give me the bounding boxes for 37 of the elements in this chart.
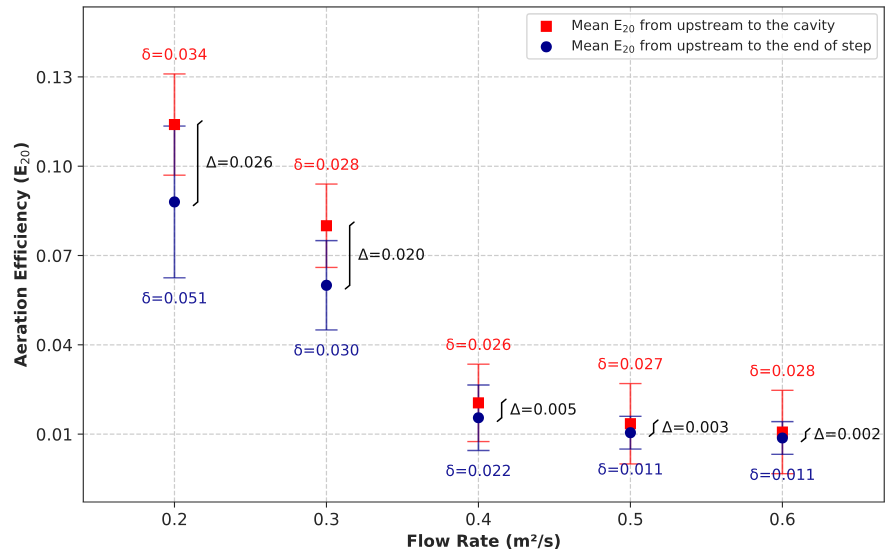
annotation: δ=0.028 [750,364,814,376]
annotation: Δ=0.003 [662,421,728,433]
annotation: Δ=0.002 [814,428,880,440]
x-tick-label: 0.5 [618,512,642,526]
point [624,427,636,438]
annotation: δ=0.034 [142,48,207,60]
point [472,412,484,424]
x-axis-title: Flow Rate (m²/s) [408,534,560,549]
point [168,118,180,130]
x-tick-label: 0.4 [466,512,491,526]
y-tick-label: 0.13 [36,70,72,84]
x-tick-label: 0.2 [162,512,186,526]
y-axis-title: Aeration Efficiency (E$_{20}$) [14,143,30,368]
annotation: δ=0.026 [446,338,510,350]
point [472,397,484,408]
annotation: δ=0.027 [598,358,662,370]
annotation: δ=0.011 [750,468,814,480]
point [320,220,332,232]
y-tick-label: 0.07 [36,249,72,262]
y-tick-label: 0.10 [36,160,72,173]
annotation: δ=0.011 [598,463,662,475]
legend-label: Mean E$_{20}$ from upstream to the end of step [572,40,871,54]
point [168,196,180,208]
annotation: Δ=0.020 [358,248,424,260]
x-tick-label: 0.6 [770,512,795,526]
legend-label: Mean E$_{20}$ from upstream to the cavity [572,19,835,33]
annotation: Δ=0.005 [510,403,576,415]
x-tick-label: 0.3 [314,512,338,526]
annotation: δ=0.051 [142,292,206,304]
annotation: δ=0.030 [294,344,358,356]
y-tick-label: 0.01 [36,428,72,441]
annotation: Δ=0.026 [206,156,272,168]
point [320,280,332,291]
point [776,432,788,444]
y-tick-label: 0.04 [36,338,72,352]
annotation: δ=0.022 [446,464,510,476]
annotation: δ=0.028 [294,158,358,170]
